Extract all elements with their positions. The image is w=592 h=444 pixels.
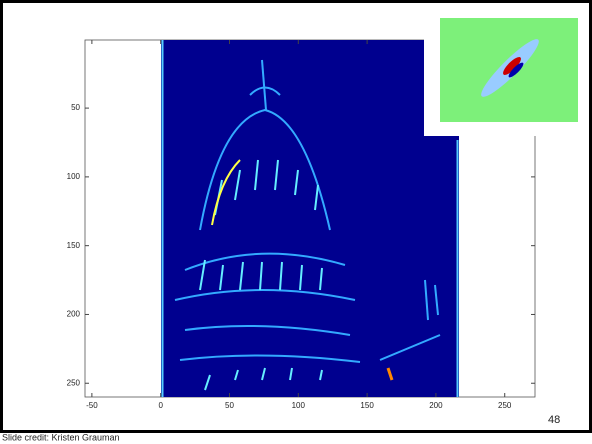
slide: -50 0 50 100 150 200 250 50 100 150 200 250 48 Slid… xyxy=(0,0,592,444)
page-number: 48 xyxy=(548,414,560,426)
y-tick-label: 50 xyxy=(71,103,80,112)
y-tick-label: 150 xyxy=(67,241,81,250)
x-tick-label: 0 xyxy=(158,401,163,410)
x-tick-label: 150 xyxy=(360,401,374,410)
inset xyxy=(424,12,582,136)
x-tick-label: 100 xyxy=(292,401,306,410)
y-tick-label: 100 xyxy=(67,172,81,181)
filtered-image xyxy=(161,40,459,397)
slide-credit: Slide credit: Kristen Grauman xyxy=(2,432,120,442)
x-tick-label: 200 xyxy=(429,401,443,410)
x-tick-label: 250 xyxy=(498,401,512,410)
x-tick-label: 50 xyxy=(225,401,234,410)
x-tick-label: -50 xyxy=(86,401,98,410)
y-tick-label: 250 xyxy=(67,378,81,387)
y-tick-label: 200 xyxy=(67,310,81,319)
